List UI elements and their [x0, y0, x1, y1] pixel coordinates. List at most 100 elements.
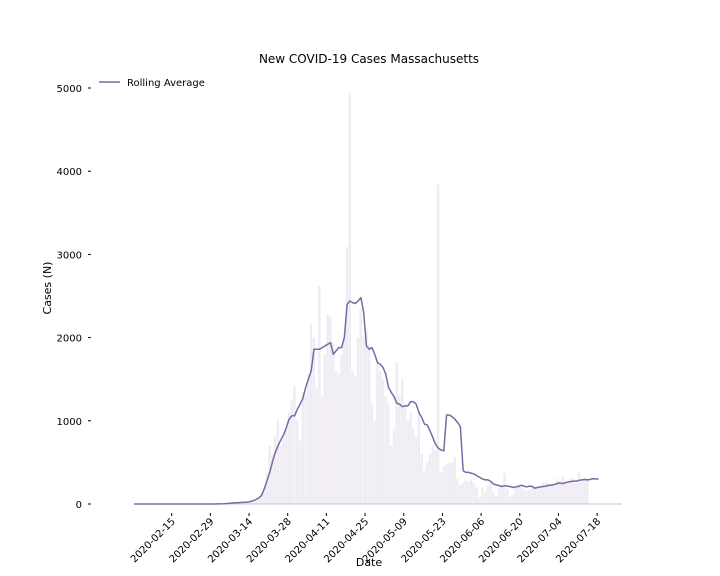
bar — [237, 502, 241, 504]
bar — [503, 473, 506, 504]
bar — [492, 490, 495, 504]
bar — [373, 420, 376, 504]
bar — [342, 337, 346, 504]
bar — [320, 395, 324, 504]
bar — [262, 487, 266, 504]
bar — [533, 488, 537, 504]
bar — [351, 370, 354, 504]
bar — [541, 483, 545, 504]
bar — [494, 495, 498, 504]
bar — [276, 419, 280, 504]
bar — [284, 429, 288, 504]
y-tick-label: 3000 — [57, 250, 82, 261]
bar — [287, 412, 291, 504]
bar — [304, 395, 307, 504]
bar — [428, 454, 432, 504]
bar — [400, 379, 404, 504]
bar — [436, 184, 440, 504]
bar — [447, 462, 451, 504]
bar — [315, 387, 318, 504]
bar — [337, 374, 340, 504]
bar — [298, 440, 302, 504]
bar — [381, 379, 385, 504]
bar — [290, 400, 293, 504]
bar — [547, 483, 550, 504]
bar — [279, 445, 282, 504]
bar — [472, 483, 476, 504]
bar — [406, 420, 409, 504]
bar — [412, 429, 415, 504]
y-axis: 0 1000 2000 3000 4000 5000 — [57, 84, 91, 511]
bar — [575, 483, 578, 504]
bar — [307, 374, 310, 504]
bar — [500, 484, 503, 504]
bar — [550, 484, 553, 504]
bar — [577, 472, 581, 504]
bar — [282, 437, 285, 504]
bar-series — [133, 92, 622, 505]
bar — [309, 323, 313, 504]
bar — [431, 445, 434, 504]
bar — [334, 370, 338, 504]
legend-label: Rolling Average — [127, 78, 205, 89]
bar — [459, 484, 462, 504]
bar — [572, 478, 575, 504]
bar — [403, 404, 407, 504]
bar — [566, 481, 570, 504]
legend: Rolling Average — [99, 78, 205, 89]
bar — [558, 480, 561, 504]
bar — [511, 494, 514, 504]
bar — [376, 362, 379, 504]
bar — [318, 286, 321, 504]
bar — [470, 479, 473, 504]
bar — [552, 485, 556, 504]
bar — [505, 489, 509, 504]
bar — [563, 479, 567, 504]
bar — [569, 479, 572, 504]
bar — [367, 345, 371, 504]
bar — [467, 481, 470, 504]
chart-title: New COVID-19 Cases Massachusetts — [259, 52, 479, 66]
bar — [489, 480, 492, 504]
y-tick-label: 2000 — [57, 334, 82, 345]
bar — [445, 464, 448, 504]
bar — [345, 246, 349, 504]
bar — [301, 391, 304, 504]
y-tick-label: 5000 — [57, 84, 82, 95]
bar — [478, 497, 481, 504]
bar — [483, 491, 487, 504]
bar — [354, 375, 357, 504]
bar — [323, 354, 327, 504]
bar — [329, 316, 332, 504]
bar — [481, 487, 484, 504]
bar — [530, 487, 534, 504]
bar — [273, 435, 277, 504]
bar — [359, 308, 362, 504]
bar — [348, 92, 351, 504]
bar — [442, 466, 445, 504]
bar — [370, 404, 374, 504]
bar — [251, 499, 255, 504]
bar — [536, 486, 539, 504]
y-tick-label: 0 — [76, 500, 82, 511]
bar — [561, 476, 564, 504]
bar — [417, 412, 421, 504]
bar — [439, 472, 443, 504]
bar — [356, 337, 360, 504]
bar — [365, 329, 368, 504]
bar — [387, 404, 390, 504]
bar — [486, 485, 490, 504]
bar — [555, 479, 559, 504]
bar — [398, 395, 401, 504]
bar — [525, 490, 528, 504]
bar — [514, 487, 517, 504]
y-tick-label: 4000 — [57, 167, 82, 178]
bar — [243, 502, 246, 504]
rolling-average-line — [134, 296, 599, 505]
bar — [340, 354, 343, 504]
bar — [453, 457, 456, 504]
y-axis-label: Cases (N) — [41, 262, 54, 315]
bar — [580, 479, 584, 504]
x-axis-label: Date — [356, 556, 383, 569]
